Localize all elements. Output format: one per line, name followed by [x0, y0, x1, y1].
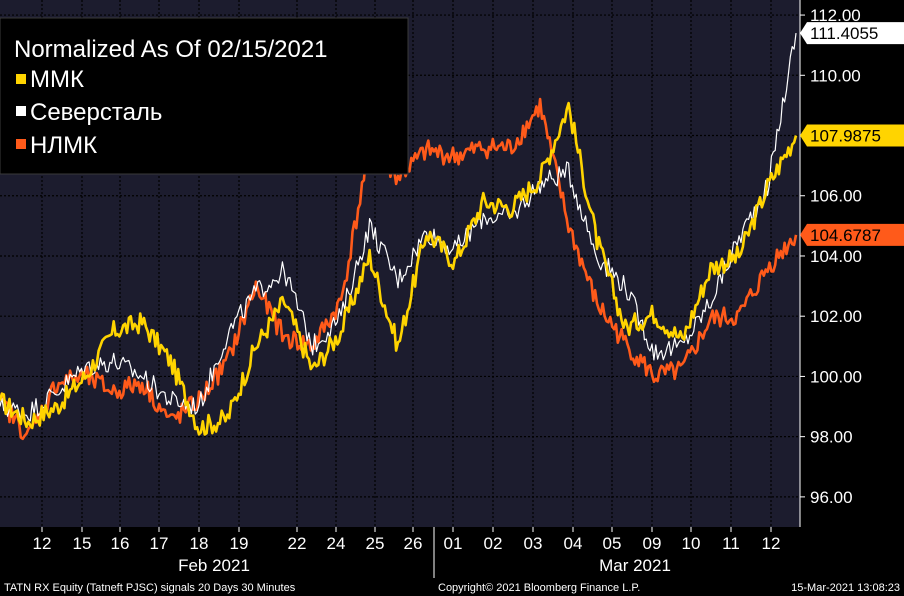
x-tick-label: 02: [484, 534, 503, 553]
legend-label-severstal: Северсталь: [30, 99, 162, 126]
x-tick-label: 25: [366, 534, 385, 553]
x-tick-label: 03: [524, 534, 543, 553]
series-line-severstal: [0, 33, 797, 422]
last-value-badge-mmk: 107.9875: [800, 124, 904, 147]
footer-bg: [0, 578, 904, 596]
last-value-badge-nlmk: 104.6787: [800, 223, 904, 246]
x-tick-label: 09: [643, 534, 662, 553]
legend-swatch-mmk: [16, 74, 26, 84]
series-layer: [0, 33, 798, 441]
legend-box: [0, 17, 409, 175]
x-tick-label: 19: [230, 534, 249, 553]
x-tick-label: 04: [564, 534, 583, 553]
badge-value: 104.6787: [810, 226, 881, 245]
x-month-label: Mar 2021: [599, 556, 671, 575]
x-tick-label: 24: [327, 534, 346, 553]
x-month-label: Feb 2021: [178, 556, 250, 575]
y-tick-label: 100.00: [810, 367, 862, 386]
y-tick-label: 106.00: [810, 187, 862, 206]
x-tick-label: 18: [190, 534, 209, 553]
legend: Normalized As Of 02/15/2021 ММК Северста…: [0, 17, 409, 175]
badge-shape: [800, 124, 904, 147]
x-tick-label: 17: [150, 534, 169, 553]
badge-shape: [800, 22, 904, 45]
y-tick-label: 112.00: [810, 6, 861, 25]
y-tick-label: 98.00: [810, 428, 853, 447]
legend-label-mmk: ММК: [30, 66, 84, 93]
x-tick-label: 01: [444, 534, 463, 553]
badge-value: 111.4055: [810, 24, 878, 43]
x-tick-label: 05: [603, 534, 622, 553]
badge-value: 107.9875: [810, 127, 881, 146]
series-line-mmk: [0, 101, 798, 436]
x-tick-label: 15: [73, 534, 92, 553]
x-axis: 12 15 16 17 18 19 22 24 25 26 01 02 03 04 05 09 10 11 12 Fe…: [33, 527, 781, 578]
chart-title: Normalized As Of 02/15/2021: [14, 36, 328, 63]
legend-swatch-severstal: [16, 106, 26, 116]
footer-timestamp: 15-Mar-2021 13:08:23: [791, 582, 900, 594]
x-tick-label: 16: [111, 534, 130, 553]
x-tick-label: 11: [722, 534, 740, 553]
series-line-nlmk: [0, 97, 798, 441]
x-tick-label: 10: [682, 534, 701, 553]
x-tick-label: 12: [762, 534, 781, 553]
footer-copyright: Copyright© 2021 Bloomberg Finance L.P.: [438, 582, 640, 594]
footer-bar: TATN RX Equity (Tatneft PJSC) signals 20…: [0, 578, 904, 596]
footer-security-info: TATN RX Equity (Tatneft PJSC) signals 20…: [4, 582, 296, 594]
x-tick-label: 12: [33, 534, 52, 553]
last-value-badges: 107.9875 111.4055 104.6787: [800, 22, 904, 246]
badge-shape: [800, 223, 904, 246]
x-tick-label: 22: [288, 534, 307, 553]
legend-label-nlmk: НЛМК: [30, 132, 97, 159]
y-tick-label: 110.00: [810, 66, 861, 85]
y-tick-label: 96.00: [810, 488, 853, 507]
y-tick-label: 104.00: [810, 247, 862, 266]
last-value-badge-severstal: 111.4055: [800, 22, 904, 45]
x-tick-label: 26: [404, 534, 423, 553]
y-axis: 96.0098.00100.00102.00104.00106.00108.00…: [799, 0, 862, 527]
y-tick-label: 102.00: [810, 307, 862, 326]
legend-swatch-nlmk: [16, 139, 26, 149]
